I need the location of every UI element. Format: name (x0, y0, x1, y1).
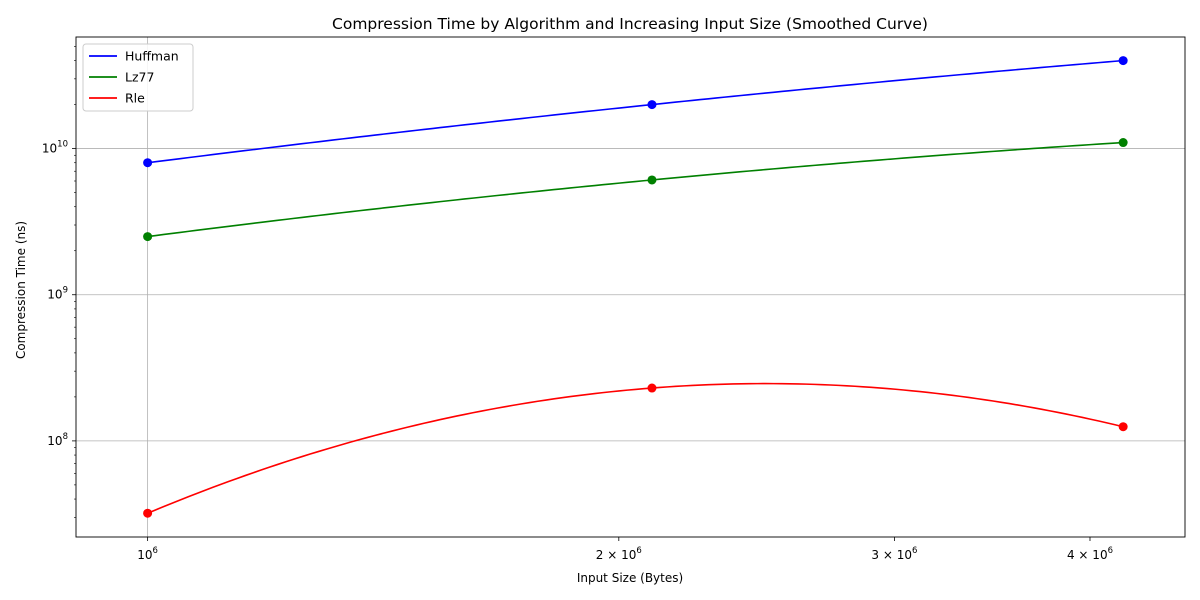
data-point-rle (1118, 422, 1128, 432)
y-tick-label: 1010 (42, 140, 68, 156)
x-tick-label: 2 × 106 (596, 546, 642, 562)
data-point-rle (647, 383, 657, 393)
data-point-lz77 (143, 232, 153, 242)
legend-label-lz77: Lz77 (125, 70, 154, 85)
y-axis-label: Compression Time (ns) (14, 221, 28, 359)
data-point-huffman (1118, 56, 1128, 66)
series-line-huffman (147, 59, 1124, 164)
data-point-huffman (143, 158, 153, 168)
x-axis-label: Input Size (Bytes) (577, 571, 683, 585)
x-tick-label: 3 × 106 (871, 546, 917, 562)
series-line-lz77 (147, 141, 1124, 238)
x-tick-label: 106 (137, 546, 158, 562)
tick-layer: 106 2 × 106 3 × 106 4 × 106 108 109 1010 (42, 46, 1113, 562)
y-tick-label: 108 (47, 432, 68, 448)
x-tick-label: 4 × 106 (1067, 546, 1113, 562)
plot-frame (75, 36, 1186, 538)
y-tick-label: 109 (47, 286, 68, 302)
series-layer (143, 56, 1128, 518)
legend-label-rle: Rle (125, 91, 145, 106)
data-point-lz77 (647, 175, 657, 185)
data-point-rle (143, 508, 153, 518)
legend-label-huffman: Huffman (125, 49, 179, 64)
legend: Huffman Lz77 Rle (82, 43, 194, 112)
legend-box (82, 43, 194, 112)
series-line-rle (147, 382, 1124, 514)
data-point-huffman (647, 100, 657, 110)
data-point-lz77 (1118, 138, 1128, 148)
chart-title: Compression Time by Algorithm and Increa… (332, 15, 928, 33)
